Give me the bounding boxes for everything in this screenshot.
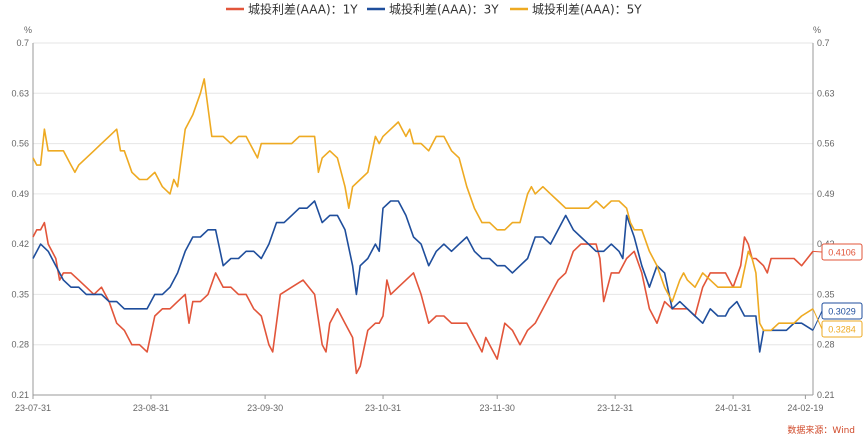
x-tick-label: 23-08-31 <box>133 403 169 413</box>
y-tick-label-right: 0.63 <box>817 88 835 98</box>
end-label-connector <box>812 308 823 330</box>
series-group <box>32 78 814 375</box>
y-tick-label-right: 0.21 <box>817 390 835 400</box>
y-tick-label-right: 0.28 <box>817 340 835 350</box>
x-tick-label: 23-07-31 <box>15 403 51 413</box>
legend-label[interactable]: 城投利差(AAA)：3Y <box>389 2 499 17</box>
y-tick-label-left: 0.35 <box>11 289 29 299</box>
y-tick-label-left: 0.56 <box>11 139 29 149</box>
end-label-connector <box>812 250 823 253</box>
end-label-box <box>821 302 863 320</box>
y-tick-label-left: 0.63 <box>11 88 29 98</box>
x-tick-label: 24-01-31 <box>715 403 751 413</box>
end-labels: 0.4106 0.3029 0.3284 <box>812 243 863 338</box>
legend-label[interactable]: 城投利差(AAA)：5Y <box>532 2 642 17</box>
y-tick-label-left: 0.49 <box>11 189 29 199</box>
x-tick-label: 23-09-30 <box>247 403 283 413</box>
axes: 0.70.70.630.630.560.560.490.490.420.420.… <box>11 38 834 413</box>
left-unit-label: % <box>24 25 32 35</box>
grid <box>33 42 813 396</box>
series-line-1 <box>32 221 814 375</box>
y-tick-label-right: 0.56 <box>817 139 835 149</box>
y-tick-label-left: 0.7 <box>16 38 29 48</box>
series-line-3 <box>32 78 814 332</box>
end-label-box <box>821 320 863 338</box>
y-tick-label-right: 0.35 <box>817 289 835 299</box>
x-tick-label: 24-02-19 <box>787 403 823 413</box>
end-value-label: 0.4106 <box>828 248 856 258</box>
legend: 城投利差(AAA)：1Y 城投利差(AAA)：3Y 城投利差(AAA)：5Y <box>226 2 642 17</box>
y-tick-label-left: 0.21 <box>11 390 29 400</box>
y-tick-label-left: 0.42 <box>11 239 29 249</box>
x-tick-label: 23-11-30 <box>480 403 515 413</box>
x-tick-label: 23-10-31 <box>365 403 401 413</box>
end-label-connector <box>812 310 823 331</box>
y-tick-label-right: 0.49 <box>817 189 835 199</box>
end-value-label: 0.3284 <box>828 325 856 335</box>
x-tick-label: 23-12-31 <box>597 403 633 413</box>
end-label-box <box>821 243 863 261</box>
end-value-label: 0.3029 <box>828 307 856 317</box>
y-tick-label-left: 0.28 <box>11 340 29 350</box>
right-unit-label: % <box>813 25 821 35</box>
y-tick-label-right: 0.7 <box>817 38 830 48</box>
legend-label[interactable]: 城投利差(AAA)：1Y <box>248 2 358 17</box>
series-line-2 <box>32 200 814 353</box>
source-note: 数据来源：Wind <box>787 424 855 436</box>
